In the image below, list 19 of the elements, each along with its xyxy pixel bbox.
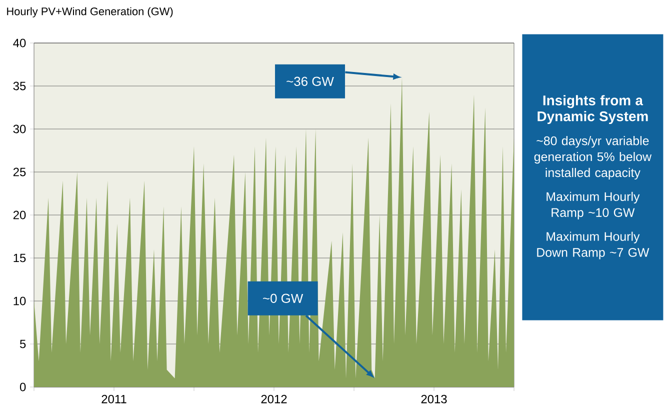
y-axis-title: Hourly PV+Wind Generation (GW) <box>7 7 173 18</box>
x-tick-label: 2013 <box>421 394 447 404</box>
text: Insights from a Dynamic System <box>538 95 648 124</box>
text: Maximum Hourly Ramp ~10 GW <box>546 192 640 220</box>
text: Maximum Hourly Down Ramp ~7 GW <box>537 232 650 260</box>
y-tick-label: 5 <box>20 340 26 348</box>
x-tick-label: 2011 <box>102 394 126 404</box>
y-tick-label: 0 <box>20 382 26 392</box>
text: ~80 days/yr variable generation 5% below installed capacity <box>534 136 652 180</box>
y-tick-label: 35 <box>13 82 26 90</box>
annotation: ~36 GW <box>286 76 334 86</box>
y-tick-label: 20 <box>13 210 26 220</box>
x-tick-label: 2012 <box>261 394 287 404</box>
y-tick-label: 40 <box>13 38 26 48</box>
y-tick-label: 25 <box>13 168 26 176</box>
annotation: ~0 GW <box>263 294 304 303</box>
y-tick-label: 10 <box>14 296 26 306</box>
y-tick-label: 30 <box>13 124 26 134</box>
y-tick-label: 15 <box>14 254 26 262</box>
